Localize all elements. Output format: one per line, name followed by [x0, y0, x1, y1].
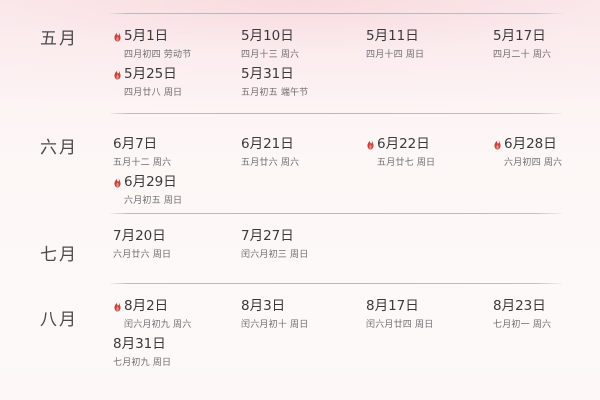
flame-icon: [366, 138, 375, 150]
entry-date: 6月28日: [504, 136, 557, 152]
entry-date: 8月3日: [241, 298, 286, 314]
calendar-entry[interactable]: 6月29日六月初五 周日: [113, 174, 235, 206]
flame-icon: [113, 300, 122, 312]
month-label: 七月: [40, 245, 78, 265]
entry-header: 8月23日: [493, 298, 600, 314]
entry-lunar-label: 四月二十 周六: [493, 49, 552, 60]
entry-lunar-label: 四月十三 周六: [241, 49, 300, 60]
entry-lunar-label: 七月初一 周六: [493, 319, 552, 330]
entry-date: 5月10日: [241, 28, 294, 44]
calendar-entry[interactable]: 5月25日四月廿八 周日: [113, 66, 235, 98]
entry-date: 7月27日: [241, 228, 294, 244]
entry-header: 5月1日: [113, 28, 235, 44]
calendar-entry[interactable]: 8月31日七月初九 周日: [113, 336, 235, 368]
entry-lunar-label: 四月初四 劳动节: [124, 49, 192, 60]
entry-date: 6月29日: [124, 174, 177, 190]
entry-header: 6月28日: [493, 136, 600, 152]
entry-lunar-label: 五月廿六 周六: [241, 157, 300, 168]
entry-header: 8月17日: [366, 298, 488, 314]
entry-lunar-label: 六月廿六 周日: [113, 249, 172, 260]
calendar-entry[interactable]: 8月17日闰六月廿四 周日: [366, 298, 488, 330]
entry-header: 6月22日: [366, 136, 488, 152]
month-label: 六月: [40, 138, 78, 158]
entry-lunar-label: 七月初九 周日: [113, 357, 172, 368]
calendar-entry[interactable]: 6月7日五月十二 周六: [113, 136, 235, 168]
entry-lunar-label: 闰六月初三 周日: [241, 249, 309, 260]
entry-lunar-label: 四月十四 周日: [366, 49, 425, 60]
entry-header: 7月20日: [113, 228, 235, 244]
entry-date: 6月21日: [241, 136, 294, 152]
entry-header: 5月17日: [493, 28, 600, 44]
entry-lunar-label: 五月初五 端午节: [241, 87, 309, 98]
entry-date: 5月31日: [241, 66, 294, 82]
entry-header: 6月29日: [113, 174, 235, 190]
entry-date: 8月31日: [113, 336, 166, 352]
entry-header: 8月31日: [113, 336, 235, 352]
calendar-entry[interactable]: 8月2日闰六月初九 周六: [113, 298, 235, 330]
entry-header: 6月7日: [113, 136, 235, 152]
entry-date: 8月2日: [124, 298, 169, 314]
entry-header: 5月25日: [113, 66, 235, 82]
entry-date: 7月20日: [113, 228, 166, 244]
entry-header: 5月31日: [241, 66, 363, 82]
entry-header: 7月27日: [241, 228, 363, 244]
calendar-entry[interactable]: 8月3日闰六月初十 周日: [241, 298, 363, 330]
month-label: 八月: [40, 310, 78, 330]
entry-lunar-label: 闰六月初九 周六: [124, 319, 192, 330]
calendar-entry[interactable]: 5月31日五月初五 端午节: [241, 66, 363, 98]
entry-lunar-label: 四月廿八 周日: [124, 87, 183, 98]
entry-lunar-label: 五月廿七 周日: [377, 157, 436, 168]
month-label: 五月: [40, 29, 78, 49]
entry-lunar-label: 六月初五 周日: [124, 195, 183, 206]
calendar-entry[interactable]: 8月23日七月初一 周六: [493, 298, 600, 330]
entry-lunar-label: 闰六月初十 周日: [241, 319, 309, 330]
entry-date: 5月17日: [493, 28, 546, 44]
calendar-entry[interactable]: 7月20日六月廿六 周日: [113, 228, 235, 260]
entry-date: 5月1日: [124, 28, 169, 44]
calendar-entry[interactable]: 7月27日闰六月初三 周日: [241, 228, 363, 260]
entry-date: 8月23日: [493, 298, 546, 314]
entry-date: 5月25日: [124, 66, 177, 82]
calendar-entry[interactable]: 5月10日四月十三 周六: [241, 28, 363, 60]
entry-header: 5月11日: [366, 28, 488, 44]
flame-icon: [113, 176, 122, 188]
entry-date: 6月22日: [377, 136, 430, 152]
entry-lunar-label: 六月初四 周六: [504, 157, 563, 168]
calendar-entry[interactable]: 5月11日四月十四 周日: [366, 28, 488, 60]
entry-header: 5月10日: [241, 28, 363, 44]
calendar-entry[interactable]: 5月17日四月二十 周六: [493, 28, 600, 60]
entry-lunar-label: 闰六月廿四 周日: [366, 319, 434, 330]
entry-header: 8月3日: [241, 298, 363, 314]
calendar-entry[interactable]: 6月28日六月初四 周六: [493, 136, 600, 168]
entry-header: 8月2日: [113, 298, 235, 314]
row-divider: [110, 213, 562, 214]
entry-lunar-label: 五月十二 周六: [113, 157, 172, 168]
entry-date: 6月7日: [113, 136, 158, 152]
row-divider: [110, 13, 562, 14]
calendar-entry[interactable]: 6月21日五月廿六 周六: [241, 136, 363, 168]
calendar-entry[interactable]: 5月1日四月初四 劳动节: [113, 28, 235, 60]
calendar-entry[interactable]: 6月22日五月廿七 周日: [366, 136, 488, 168]
flame-icon: [113, 30, 122, 42]
entry-header: 6月21日: [241, 136, 363, 152]
flame-icon: [493, 138, 502, 150]
flame-icon: [113, 68, 122, 80]
entry-date: 8月17日: [366, 298, 419, 314]
row-divider: [110, 283, 562, 284]
row-divider: [110, 113, 562, 114]
entry-date: 5月11日: [366, 28, 419, 44]
